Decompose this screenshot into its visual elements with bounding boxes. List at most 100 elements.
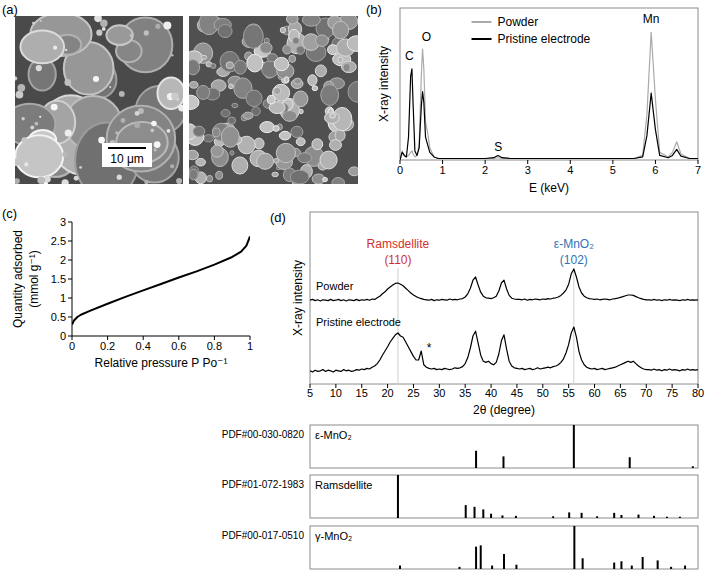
particle <box>154 141 161 148</box>
x-tick-label: 0.2 <box>100 340 115 352</box>
particle <box>15 159 20 166</box>
particle <box>96 30 102 36</box>
annotation: * <box>427 341 432 355</box>
x-axis-label: E (keV) <box>529 181 569 195</box>
particle <box>273 87 280 94</box>
particle <box>211 145 223 157</box>
stick <box>631 566 633 569</box>
stick <box>692 466 694 468</box>
series-label: Powder <box>316 280 354 292</box>
scale-bar-box <box>102 143 152 167</box>
sem-image <box>15 16 183 184</box>
particle <box>312 139 323 150</box>
stick <box>480 545 482 569</box>
particle <box>154 148 157 151</box>
guide-line <box>573 268 574 384</box>
stick <box>474 507 476 518</box>
y-tick <box>68 336 72 337</box>
particle <box>312 86 318 91</box>
y-tick <box>68 241 72 242</box>
annotation: O <box>422 30 431 44</box>
particle <box>35 122 39 126</box>
x-tick-label: 40 <box>485 387 497 399</box>
stick <box>515 516 517 518</box>
stick <box>620 561 622 569</box>
y-tick-label: 2 <box>60 254 66 266</box>
x-tick-label: 2 <box>482 164 488 176</box>
particle <box>226 62 233 69</box>
y-tick-label: 2.5 <box>51 235 66 247</box>
stick <box>573 526 575 569</box>
particle <box>221 126 239 147</box>
y-tick <box>68 260 72 261</box>
series-line <box>310 327 698 372</box>
sem-image <box>189 16 358 184</box>
reference-sticks <box>476 425 693 468</box>
particle <box>74 176 79 181</box>
x-tick-label: 80 <box>692 387 704 399</box>
x-tick-label: 3 <box>525 164 531 176</box>
particle <box>279 131 290 140</box>
particle <box>286 16 298 24</box>
particle <box>243 25 263 49</box>
x-tick-label: 15 <box>356 387 368 399</box>
particle <box>332 178 345 184</box>
reference-title: ε-MnO₂ <box>315 429 352 441</box>
x-axis-label: Relative pressure P Po⁻¹ <box>95 356 228 370</box>
x-tick-label: 5 <box>610 164 616 176</box>
particle <box>53 46 57 50</box>
particle <box>294 78 302 84</box>
particle <box>207 175 213 182</box>
x-tick-label: 45 <box>511 387 523 399</box>
particle <box>144 30 149 35</box>
particle <box>155 24 160 29</box>
x-tick-label: 0.4 <box>136 340 151 352</box>
x-tick-label: 0 <box>69 340 75 352</box>
particle <box>341 61 356 72</box>
legend-swatch <box>472 38 492 40</box>
particle <box>332 21 348 39</box>
particle <box>213 128 221 137</box>
y-tick <box>68 298 72 299</box>
particle <box>51 104 58 111</box>
x-tick-label: 20 <box>381 387 393 399</box>
stick <box>491 566 493 569</box>
x-tick-label: 65 <box>614 387 626 399</box>
particle <box>21 137 27 143</box>
particle <box>176 178 182 184</box>
particle <box>274 57 288 70</box>
particle <box>230 151 234 156</box>
particle <box>283 45 292 54</box>
legend-label: Powder <box>498 15 539 29</box>
particle <box>15 76 17 80</box>
plot-frame <box>400 8 698 160</box>
particle <box>94 16 102 22</box>
x-tick-label: 6 <box>652 164 658 176</box>
annotation: ε-MnO₂ <box>554 237 594 251</box>
x-tick-label: 1 <box>247 340 253 352</box>
scale-bar <box>108 147 146 149</box>
particle <box>17 84 25 92</box>
particle <box>290 170 309 184</box>
particle <box>117 175 122 180</box>
particle <box>243 112 253 119</box>
stick <box>501 515 503 518</box>
panel-label: (c) <box>2 206 17 221</box>
y-tick-label: 0 <box>60 330 66 342</box>
stick <box>552 516 554 518</box>
particle <box>15 178 20 184</box>
stick <box>502 456 504 468</box>
y-tick <box>68 222 72 223</box>
x-tick-label: 75 <box>666 387 678 399</box>
reference-frame <box>310 475 698 518</box>
particle <box>246 90 262 106</box>
particle <box>98 137 105 144</box>
stick <box>490 514 492 518</box>
particle <box>65 129 72 136</box>
stick <box>475 451 477 468</box>
x-tick-label: 50 <box>537 387 549 399</box>
particle <box>15 135 63 177</box>
x-tick-label: 0.6 <box>171 340 186 352</box>
stick <box>465 505 467 518</box>
particle <box>280 27 285 33</box>
